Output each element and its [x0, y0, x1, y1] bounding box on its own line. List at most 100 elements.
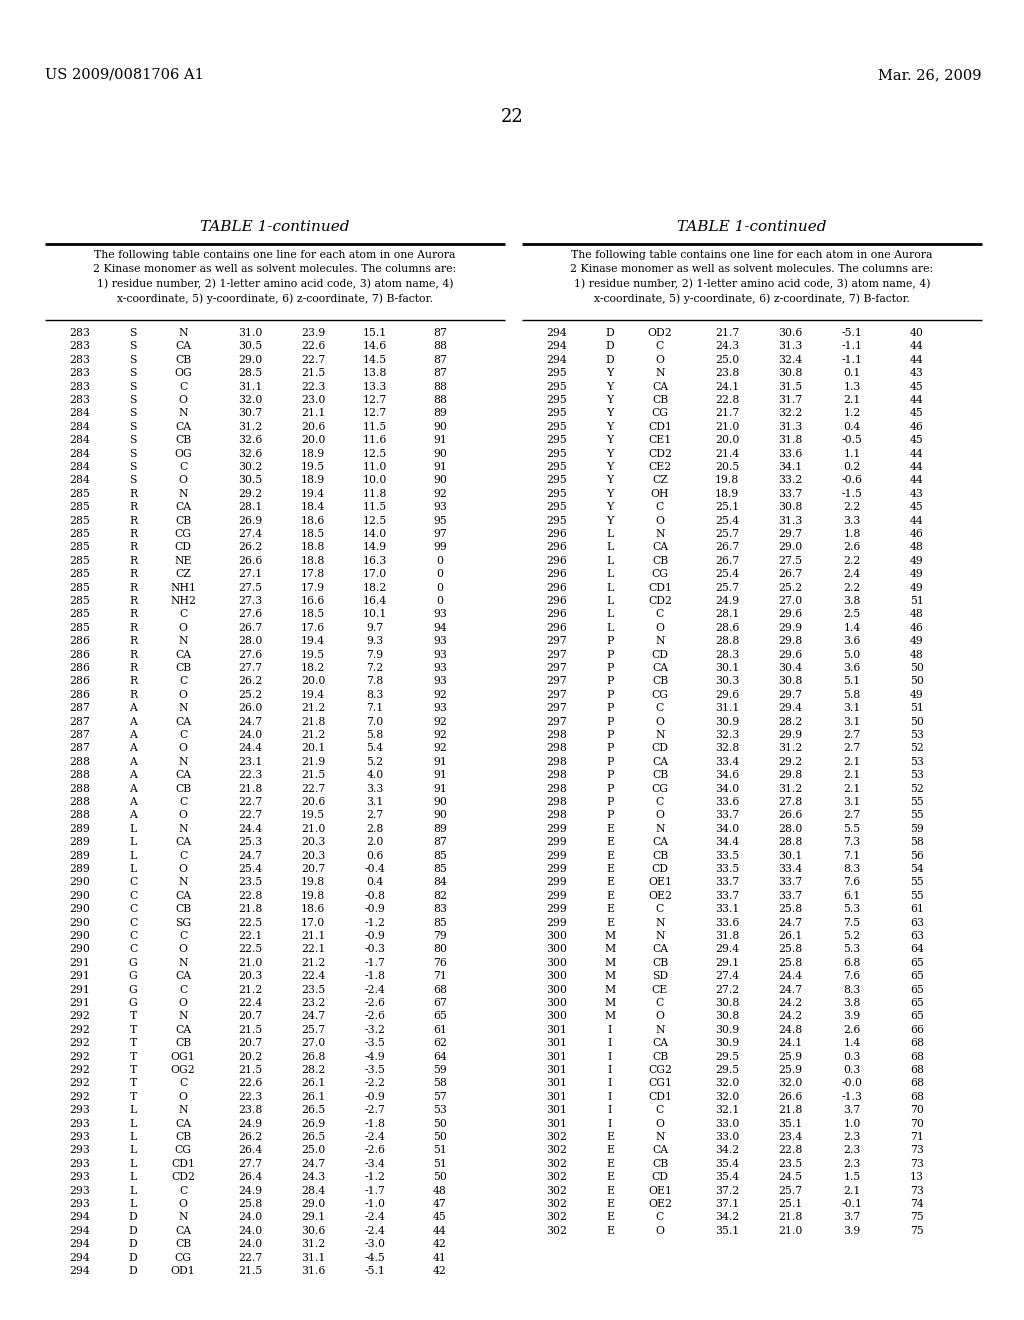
Text: 13.8: 13.8 [362, 368, 387, 379]
Text: 1.5: 1.5 [844, 1172, 860, 1183]
Text: 2.1: 2.1 [844, 395, 861, 405]
Text: -0.5: -0.5 [842, 436, 862, 445]
Text: 0: 0 [436, 556, 443, 566]
Text: 25.2: 25.2 [238, 690, 262, 700]
Text: 285: 285 [70, 582, 90, 593]
Text: 2.4: 2.4 [844, 569, 860, 579]
Text: 0: 0 [436, 569, 443, 579]
Text: SD: SD [652, 972, 668, 981]
Text: N: N [655, 917, 665, 928]
Text: 55: 55 [910, 810, 924, 821]
Text: CB: CB [175, 1239, 191, 1249]
Text: N: N [655, 529, 665, 539]
Text: 0.3: 0.3 [844, 1065, 861, 1074]
Text: 65: 65 [433, 1011, 446, 1022]
Text: 29.0: 29.0 [301, 1199, 326, 1209]
Text: 21.8: 21.8 [238, 904, 262, 915]
Text: 20.1: 20.1 [301, 743, 326, 754]
Text: CA: CA [175, 770, 191, 780]
Text: 50: 50 [910, 676, 924, 686]
Text: 26.7: 26.7 [238, 623, 262, 632]
Text: C: C [656, 904, 665, 915]
Text: E: E [606, 1185, 614, 1196]
Text: 33.6: 33.6 [715, 917, 739, 928]
Text: -1.1: -1.1 [842, 342, 862, 351]
Text: 48: 48 [910, 649, 924, 660]
Text: E: E [606, 917, 614, 928]
Text: 300: 300 [547, 972, 567, 981]
Text: CB: CB [175, 516, 191, 525]
Text: 29.5: 29.5 [715, 1052, 739, 1061]
Text: N: N [178, 488, 187, 499]
Text: 33.7: 33.7 [778, 488, 802, 499]
Text: 34.4: 34.4 [715, 837, 739, 847]
Text: 55: 55 [910, 878, 924, 887]
Text: 33.0: 33.0 [715, 1133, 739, 1142]
Text: 2.5: 2.5 [844, 610, 860, 619]
Text: 3.3: 3.3 [844, 516, 861, 525]
Text: 22.7: 22.7 [301, 355, 326, 364]
Text: Y: Y [606, 436, 613, 445]
Text: 3.1: 3.1 [844, 797, 861, 807]
Text: P: P [606, 676, 613, 686]
Text: 30.8: 30.8 [715, 998, 739, 1008]
Text: 2.7: 2.7 [844, 810, 860, 821]
Text: L: L [606, 569, 613, 579]
Text: 35.1: 35.1 [715, 1226, 739, 1236]
Text: C: C [179, 676, 187, 686]
Text: 16.3: 16.3 [362, 556, 387, 566]
Text: G: G [129, 972, 137, 981]
Text: CA: CA [652, 1146, 668, 1155]
Text: 34.6: 34.6 [715, 770, 739, 780]
Text: CG: CG [651, 408, 669, 418]
Text: 284: 284 [70, 462, 90, 473]
Text: 25.2: 25.2 [778, 582, 802, 593]
Text: 9.7: 9.7 [367, 623, 384, 632]
Text: 30.4: 30.4 [778, 663, 802, 673]
Text: 295: 295 [547, 516, 567, 525]
Text: 294: 294 [70, 1239, 90, 1249]
Text: 28.5: 28.5 [238, 368, 262, 379]
Text: 56: 56 [910, 850, 924, 861]
Text: M: M [604, 931, 615, 941]
Text: 6.8: 6.8 [844, 958, 861, 968]
Text: 298: 298 [547, 797, 567, 807]
Text: 93: 93 [433, 676, 446, 686]
Text: 300: 300 [547, 998, 567, 1008]
Text: 24.2: 24.2 [778, 1011, 802, 1022]
Text: O: O [655, 717, 665, 726]
Text: E: E [606, 891, 614, 900]
Text: A: A [129, 797, 137, 807]
Text: 52: 52 [910, 784, 924, 793]
Text: 23.8: 23.8 [715, 368, 739, 379]
Text: P: P [606, 770, 613, 780]
Text: 288: 288 [70, 756, 90, 767]
Text: 90: 90 [433, 797, 446, 807]
Text: 301: 301 [547, 1078, 567, 1089]
Text: 49: 49 [910, 556, 924, 566]
Text: 27.2: 27.2 [715, 985, 739, 994]
Text: 46: 46 [910, 623, 924, 632]
Text: N: N [178, 958, 187, 968]
Text: 35.4: 35.4 [715, 1159, 739, 1168]
Text: P: P [606, 704, 613, 713]
Text: 301: 301 [547, 1105, 567, 1115]
Text: 1) residue number, 2) 1-letter amino acid code, 3) atom name, 4): 1) residue number, 2) 1-letter amino aci… [573, 279, 930, 289]
Text: 294: 294 [70, 1212, 90, 1222]
Text: 3.7: 3.7 [844, 1212, 860, 1222]
Text: 31.8: 31.8 [715, 931, 739, 941]
Text: 298: 298 [547, 743, 567, 754]
Text: 27.3: 27.3 [238, 597, 262, 606]
Text: 31.5: 31.5 [778, 381, 802, 392]
Text: 2.1: 2.1 [844, 1185, 861, 1196]
Text: 29.6: 29.6 [778, 610, 802, 619]
Text: 24.4: 24.4 [778, 972, 802, 981]
Text: 33.5: 33.5 [715, 850, 739, 861]
Text: 30.6: 30.6 [301, 1226, 326, 1236]
Text: CA: CA [652, 381, 668, 392]
Text: 20.3: 20.3 [301, 850, 326, 861]
Text: R: R [129, 543, 137, 552]
Text: C: C [179, 850, 187, 861]
Text: 12.7: 12.7 [362, 408, 387, 418]
Text: 22.4: 22.4 [301, 972, 326, 981]
